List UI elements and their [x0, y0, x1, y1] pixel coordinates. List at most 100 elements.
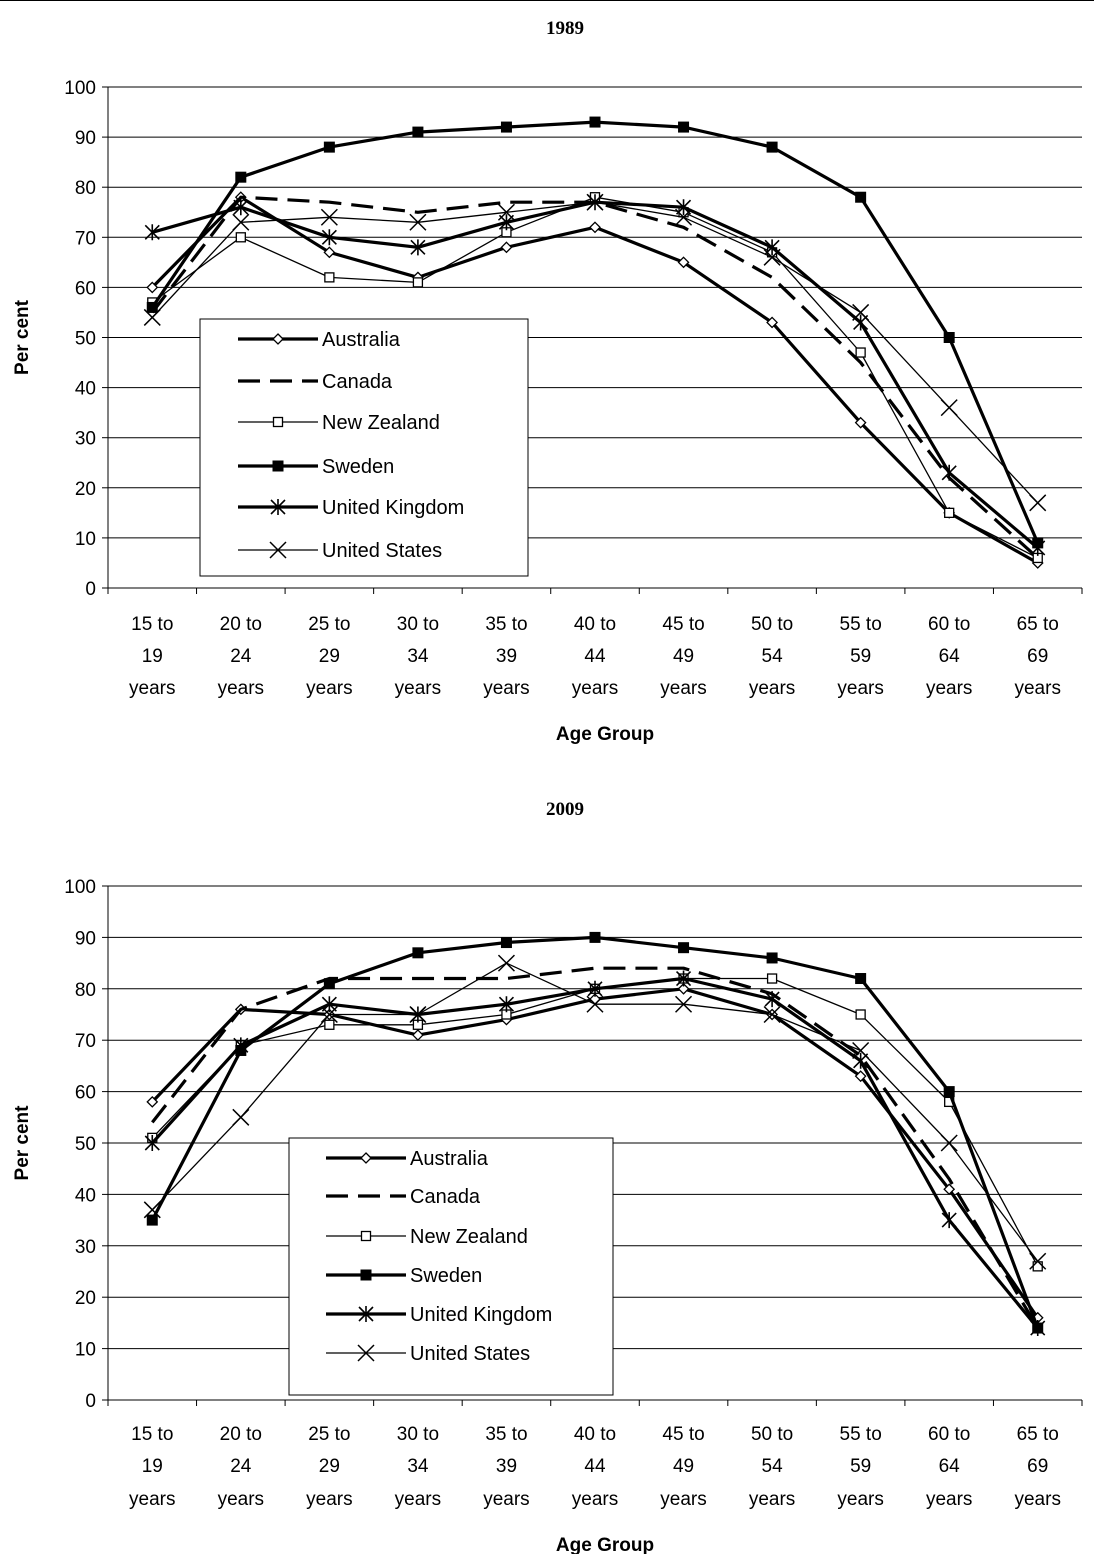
legend-marker-sweden: [360, 1269, 372, 1281]
legend-item-sweden: Sweden: [238, 456, 394, 478]
x-tick-label: years: [1014, 1489, 1060, 1510]
data-point-australia: [146, 1095, 159, 1108]
data-point-australia-shape: [677, 256, 690, 269]
legend-marker-australia: [272, 333, 284, 345]
legend-marker-united-kingdom-shape: [358, 1306, 374, 1322]
data-point-united-states: [586, 193, 604, 211]
data-point-new-zealand: [235, 232, 246, 243]
data-point-australia: [766, 316, 779, 329]
data-point-united-kingdom: [764, 991, 780, 1008]
legend-marker-united-states-shape: [269, 541, 287, 559]
x-tick-label: 30 to: [397, 1424, 439, 1445]
data-point-united-states: [763, 248, 781, 266]
x-tick-label: years: [749, 1489, 795, 1510]
data-point-united-states: [940, 399, 958, 417]
x-tick-label: 15 to: [131, 1424, 173, 1445]
legend-marker-united-kingdom: [270, 499, 286, 515]
x-tick-label: years: [306, 1489, 352, 1510]
data-point-sweden: [146, 1214, 158, 1226]
data-point-united-states-shape: [763, 1005, 781, 1024]
y-tick-label: 10: [75, 529, 96, 550]
x-tick-label: years: [572, 1489, 618, 1510]
x-tick-label: 39: [496, 1456, 517, 1477]
y-axis: 0 10 20 30 40 50 60 70 80 90 100: [64, 877, 108, 1412]
y-axis-label: Per cent: [12, 1105, 33, 1181]
legend-item-canada: Canada: [238, 371, 393, 393]
data-point-australia: [854, 416, 867, 429]
data-point-united-states-shape: [232, 213, 250, 231]
x-tick-label: 45 to: [662, 614, 704, 635]
data-point-sweden: [323, 978, 335, 990]
data-point-australia-shape: [146, 281, 159, 294]
data-point-australia: [854, 1070, 867, 1083]
data-point-sweden-shape: [500, 937, 512, 949]
x-tick-label: years: [837, 678, 883, 699]
data-point-sweden-shape: [412, 947, 424, 959]
data-point-new-zealand-shape: [412, 277, 424, 288]
data-point-sweden-shape: [589, 931, 601, 943]
x-tick-label: 34: [407, 1456, 429, 1477]
x-tick-label: years: [306, 678, 352, 699]
data-point-united-kingdom: [321, 229, 337, 246]
data-point-new-zealand: [324, 272, 335, 283]
x-tick-label: 59: [850, 646, 871, 667]
data-point-australia-shape: [677, 982, 690, 995]
x-tick-label: 44: [584, 646, 606, 667]
y-tick-label: 30: [75, 1237, 96, 1258]
data-point-sweden-shape: [855, 191, 867, 203]
data-point-australia-shape: [943, 1183, 956, 1196]
x-tick-label: 55 to: [840, 1424, 882, 1445]
legend-label-canada: Canada: [410, 1186, 481, 1208]
data-point-sweden-shape: [678, 942, 690, 954]
data-point-australia-shape: [146, 1095, 159, 1108]
series-group: [143, 116, 1047, 569]
x-tick-label: years: [129, 1489, 175, 1510]
data-point-united-kingdom: [1030, 1320, 1046, 1337]
legend-label-canada: Canada: [322, 371, 393, 393]
data-point-united-states: [586, 995, 604, 1013]
x-tick-label: years: [483, 1489, 529, 1510]
x-tick-label: 54: [762, 646, 784, 667]
data-point-sweden: [943, 332, 955, 343]
legend-item-united-states: United States: [238, 540, 442, 562]
chart-title: 1989: [546, 18, 584, 39]
legend-marker-new-zealand-shape: [272, 416, 284, 428]
legend-item-new-zealand: New Zealand: [326, 1226, 528, 1248]
x-tick-label: 50 to: [751, 1424, 793, 1445]
y-tick-label: 60: [75, 1083, 96, 1104]
x-tick-label: 64: [939, 1456, 961, 1477]
x-tick-label: 44: [584, 1456, 606, 1477]
data-point-united-kingdom: [144, 224, 160, 241]
x-tick-label: years: [218, 678, 264, 699]
y-tick-label: 70: [75, 1031, 96, 1052]
data-point-united-kingdom-shape: [321, 229, 337, 246]
data-point-new-zealand: [766, 973, 778, 984]
x-tick-label: 20 to: [220, 1424, 262, 1445]
data-point-sweden: [766, 141, 778, 153]
x-tick-label: 35 to: [485, 1424, 527, 1445]
data-point-united-states-shape: [675, 995, 693, 1013]
data-point-new-zealand-shape: [855, 1009, 866, 1020]
y-tick-label: 40: [75, 379, 96, 400]
data-point-new-zealand: [855, 347, 866, 358]
data-point-united-states-shape: [497, 203, 515, 221]
x-tick-label: 15 to: [131, 614, 173, 635]
legend-marker-new-zealand: [272, 416, 284, 428]
x-tick-label: 25 to: [308, 1424, 350, 1445]
y-tick-label: 0: [85, 1391, 96, 1412]
data-point-sweden-shape: [323, 141, 335, 153]
legend-marker-united-kingdom: [358, 1306, 374, 1322]
data-point-united-states: [232, 1108, 250, 1126]
y-tick-label: 80: [75, 178, 96, 199]
data-point-sweden: [412, 126, 424, 138]
x-tick-label: 49: [673, 646, 694, 667]
data-point-sweden: [855, 973, 867, 985]
legend-item-united-kingdom: United Kingdom: [326, 1304, 552, 1326]
x-tick-label: years: [1014, 678, 1060, 699]
legend-marker-sweden: [272, 460, 284, 472]
y-tick-label: 50: [75, 1134, 96, 1155]
data-point-united-kingdom-shape: [144, 1135, 160, 1151]
y-tick-label: 100: [64, 877, 96, 898]
x-tick-label: 19: [142, 1456, 163, 1477]
x-tick-label: 60 to: [928, 614, 970, 635]
